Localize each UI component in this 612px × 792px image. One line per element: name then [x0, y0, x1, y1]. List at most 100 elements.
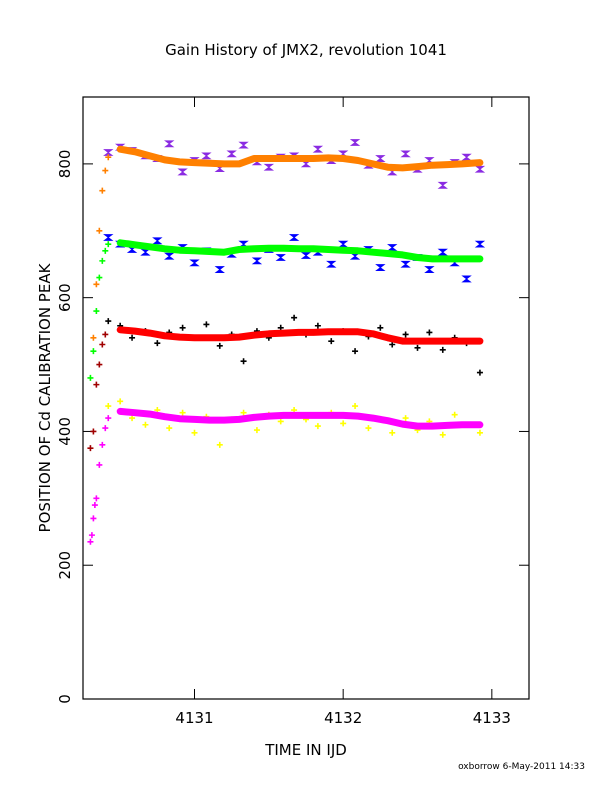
data-point	[91, 502, 98, 509]
data-point	[105, 403, 112, 410]
data-point	[99, 257, 106, 264]
data-point	[99, 187, 106, 194]
data-point	[99, 441, 106, 448]
y-tick-label: 600	[56, 283, 74, 312]
data-point	[461, 275, 472, 283]
data-point	[129, 334, 136, 341]
data-point	[389, 341, 396, 348]
data-point	[93, 381, 100, 388]
data-point	[400, 150, 411, 158]
data-point	[275, 254, 286, 261]
data-point	[253, 427, 260, 434]
data-point	[326, 260, 337, 268]
data-point	[102, 331, 109, 338]
series-7-fit	[116, 407, 484, 430]
data-point	[251, 257, 263, 265]
data-point	[164, 252, 175, 260]
fit-line	[116, 239, 484, 263]
data-point	[93, 495, 100, 502]
data-point	[314, 423, 321, 430]
data-point	[105, 318, 112, 325]
data-point	[387, 244, 398, 251]
series-1-fit	[116, 145, 484, 172]
data-point	[288, 234, 300, 241]
chart-title: Gain History of JMX2, revolution 1041	[165, 41, 447, 59]
y-axis-label: POSITION OF Cd CALIBRATION PEAK	[36, 262, 54, 532]
footer-timestamp: oxborrow 6-May-2011 14:33	[458, 762, 585, 772]
data-point	[201, 152, 212, 160]
data-point	[154, 340, 161, 347]
series-10-ramp	[87, 331, 109, 452]
series-3-fit	[116, 239, 484, 263]
data-point	[277, 418, 284, 425]
x-axis-label: TIME IN IJD	[264, 741, 347, 759]
data-point	[400, 260, 411, 268]
data-point	[216, 342, 223, 349]
data-point	[96, 461, 103, 468]
data-point	[166, 425, 173, 432]
series-8-ramp	[90, 154, 112, 341]
data-point	[340, 420, 347, 427]
data-point	[437, 248, 448, 256]
data-point	[426, 329, 433, 336]
y-tick-label: 200	[56, 551, 74, 580]
fit-line	[116, 407, 484, 430]
data-point	[328, 338, 335, 345]
fit-line	[116, 326, 484, 345]
data-point	[240, 358, 247, 365]
data-point	[87, 374, 94, 381]
plot-frame	[82, 96, 530, 700]
data-point	[240, 409, 247, 416]
data-point	[87, 538, 94, 545]
data-point	[102, 167, 109, 174]
data-point	[179, 324, 186, 331]
data-point	[152, 237, 163, 245]
data-point	[88, 532, 95, 539]
series-4-measured	[105, 314, 483, 376]
data-point	[424, 266, 435, 273]
fit-line	[116, 145, 484, 172]
data-point	[402, 415, 409, 422]
data-point	[103, 149, 114, 156]
data-point	[437, 181, 448, 189]
y-tick-label: 0	[56, 694, 74, 704]
series-9-ramp	[87, 241, 112, 381]
data-point	[102, 425, 109, 432]
data-point	[439, 346, 446, 353]
y-tick-label: 800	[56, 150, 74, 179]
data-point	[191, 429, 198, 436]
data-point	[439, 431, 446, 438]
data-point	[117, 398, 124, 405]
data-point	[216, 441, 223, 448]
data-point	[365, 425, 372, 432]
x-tick-label: 4131	[175, 709, 213, 727]
data-point	[179, 409, 186, 416]
data-point	[291, 314, 298, 321]
data-point	[300, 252, 312, 259]
data-point	[312, 145, 324, 153]
data-point	[93, 281, 100, 288]
data-marks	[87, 139, 486, 545]
data-point	[352, 403, 359, 410]
data-point	[96, 274, 103, 281]
data-point	[93, 308, 100, 315]
y-tick-label: 400	[56, 417, 74, 446]
data-point	[474, 165, 486, 173]
data-point	[349, 139, 361, 146]
data-point	[105, 154, 112, 161]
series-11-ramp	[87, 415, 112, 545]
data-point	[99, 341, 106, 348]
data-point	[474, 240, 486, 248]
data-point	[102, 247, 109, 254]
data-point	[90, 428, 97, 435]
data-point	[96, 227, 103, 234]
data-point	[375, 155, 386, 162]
data-point	[352, 348, 359, 355]
data-point	[238, 141, 249, 149]
data-point	[90, 515, 97, 522]
data-point	[129, 415, 136, 422]
axis-ticks: 4131 4132 4133 0 200 400 600 800	[56, 97, 529, 727]
data-point	[87, 445, 94, 452]
data-point	[105, 241, 112, 248]
data-point	[377, 324, 384, 331]
